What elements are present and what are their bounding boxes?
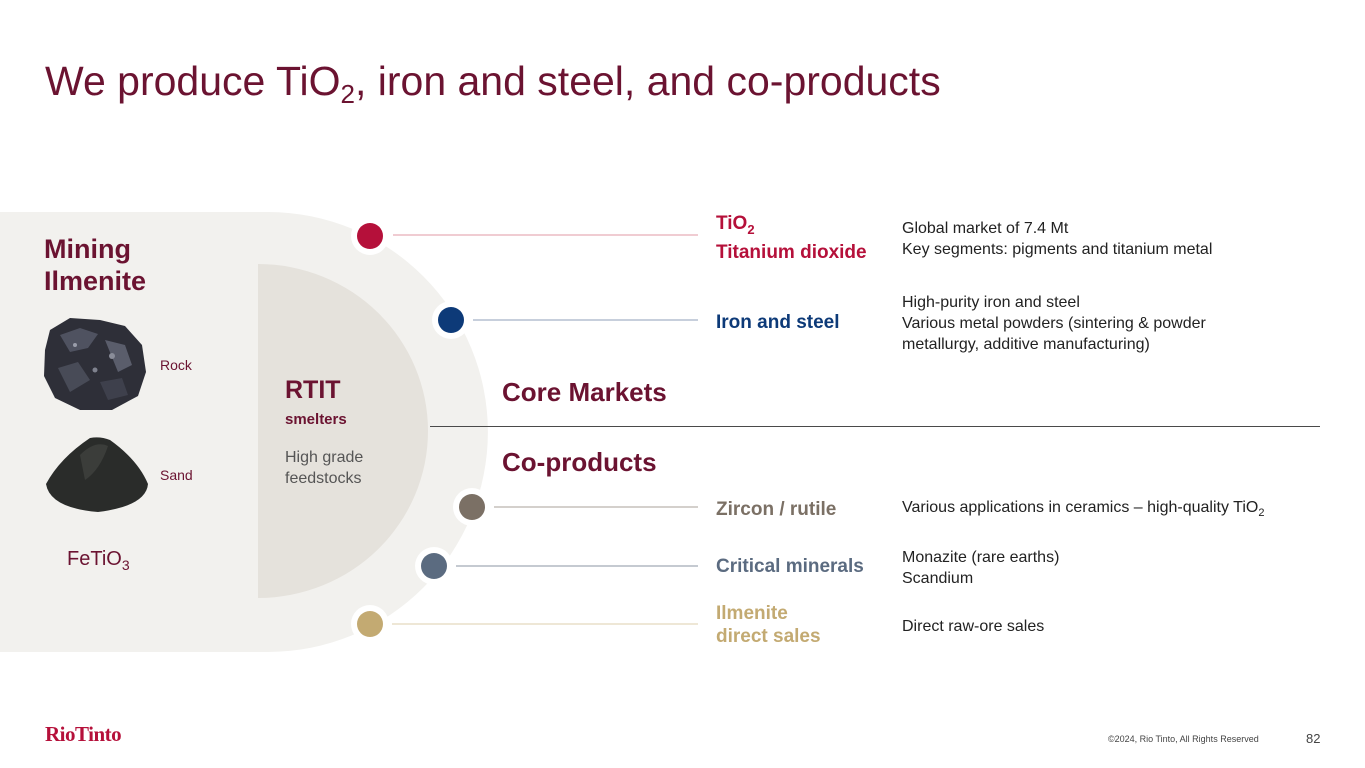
tio2-formula-sub: 2 <box>747 221 755 237</box>
rock-image <box>44 318 146 410</box>
zircon-dot <box>459 494 485 520</box>
desc-line: Various metal powders (sintering & powde… <box>902 315 1206 353</box>
formula-subscript: 3 <box>121 557 130 573</box>
ilmenite-formula: FeTiO3 <box>67 548 130 573</box>
desc-subscript: 2 <box>1258 507 1265 520</box>
desc-iron: High-purity iron and steel Various metal… <box>902 292 1262 355</box>
section-divider <box>430 426 1320 427</box>
tio2-name: Titanium dioxide <box>716 241 867 263</box>
ilmenite-label-line1: Ilmenite <box>716 603 788 624</box>
page-number: 82 <box>1306 731 1321 746</box>
desc-line: Various applications in ceramics – high-… <box>902 499 1259 516</box>
rock-label: Rock <box>160 357 192 373</box>
ilmenite-label-line2: direct sales <box>716 626 821 647</box>
title-subscript: 2 <box>340 79 355 109</box>
rtit-title: RTIT <box>285 376 341 404</box>
product-label-zircon: Zircon / rutile <box>716 499 837 520</box>
product-label-ilmenite: Ilmenite direct sales <box>716 602 821 648</box>
sand-label: Sand <box>160 467 193 483</box>
critical-dot <box>421 553 447 579</box>
desc-tio2: Global market of 7.4 Mt Key segments: pi… <box>902 218 1302 260</box>
rtit-semicircle <box>258 264 428 598</box>
mining-heading-line1: Mining <box>44 234 131 264</box>
rtit-description: High grade feedstocks <box>285 449 364 487</box>
tio2-dot <box>357 223 383 249</box>
page-title: We produce TiO2, iron and steel, and co-… <box>45 58 941 110</box>
desc-line: Global market of 7.4 Mt <box>902 220 1069 237</box>
desc-line: High-purity iron and steel <box>902 294 1080 311</box>
desc-line: Scandium <box>902 570 974 587</box>
title-text: We produce TiO <box>45 58 341 104</box>
desc-line: Key segments: pigments and titanium meta… <box>902 241 1213 258</box>
product-label-iron: Iron and steel <box>716 312 840 333</box>
formula-main: FeTiO <box>67 548 122 570</box>
iron-dot <box>438 307 464 333</box>
mining-heading-line2: Ilmenite <box>44 266 147 296</box>
product-label-critical: Critical minerals <box>716 556 864 577</box>
desc-ilmenite: Direct raw-ore sales <box>902 616 1302 637</box>
title-text-suffix: , iron and steel, and co-products <box>354 58 941 104</box>
desc-line: Direct raw-ore sales <box>902 618 1045 635</box>
mining-heading: Mining Ilmenite <box>44 233 146 297</box>
desc-line: Monazite (rare earths) <box>902 549 1060 566</box>
sand-image <box>46 437 148 512</box>
rio-tinto-logo: RioTinto <box>45 722 122 746</box>
ilmenite-dot <box>357 611 383 637</box>
core-markets-heading: Core Markets <box>502 377 667 407</box>
desc-zircon: Various applications in ceramics – high-… <box>902 497 1322 524</box>
tio2-formula-main: TiO <box>716 213 748 234</box>
desc-critical: Monazite (rare earths) Scandium <box>902 547 1302 589</box>
rtit-subtitle: smelters <box>285 411 347 428</box>
tio2-formula: TiO2 <box>716 212 867 241</box>
product-label-tio2: TiO2 Titanium dioxide <box>716 212 867 264</box>
copyright-text: ©2024, Rio Tinto, All Rights Reserved <box>1108 734 1259 744</box>
coproducts-heading: Co-products <box>502 447 657 477</box>
